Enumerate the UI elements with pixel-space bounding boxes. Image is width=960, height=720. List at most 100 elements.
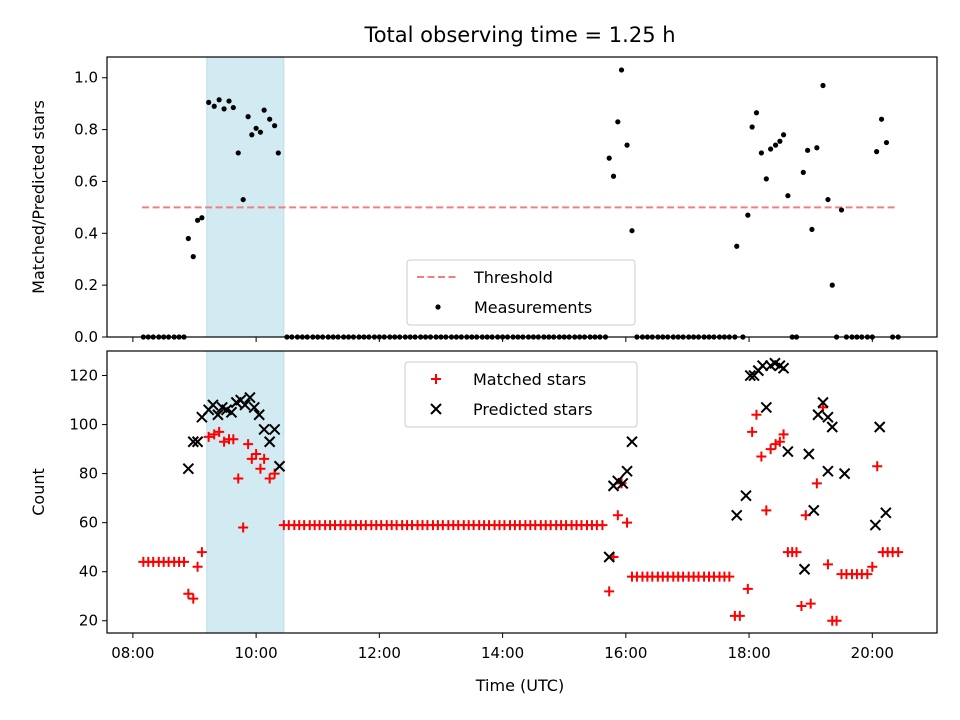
matched-star-point [255,463,266,474]
measurement-point [618,67,625,73]
matched-star-point [774,436,785,447]
measurement-point [249,132,255,138]
matched-star-point [264,473,275,484]
y-tick-label: 80 [79,465,98,483]
chart-title: Total observing time = 1.25 h [363,23,675,47]
matched-star-point [192,561,203,572]
matched-star-point [747,426,758,437]
y-axis-label: Matched/Predicted stars [29,100,48,294]
measurement-point [629,228,635,234]
x-tick-label: 08:00 [111,644,154,662]
x-axis-label: Time (UTC) [475,676,564,695]
predicted-star-point [822,411,834,423]
y-tick-label: 100 [69,416,98,434]
predicted-star-point [239,399,251,411]
measurement-point [267,116,273,122]
matched-star-point [196,547,207,558]
predicted-star-point [248,401,260,414]
matched-star-point [761,505,772,516]
measurement-point [734,243,740,249]
matched-star-point [831,615,842,626]
measurement-point [777,138,783,144]
measurement-point [749,124,755,130]
measurement-point [745,212,751,218]
matched-star-point [188,593,199,604]
matched-star-point [742,583,753,594]
matched-star-point [243,439,254,450]
predicted-star-point [817,396,829,409]
predicted-star-point [273,460,286,472]
predicted-star-point [207,399,219,411]
highlight-span [206,56,285,338]
legend-box [406,259,636,326]
measurement-point [800,169,806,175]
matched-star-point [259,453,270,464]
matched-star-point [251,448,262,459]
matched-star-point [756,451,767,462]
y-tick-label: 1.0 [74,69,98,87]
y-tick-label: 0.8 [74,121,98,139]
axes-frame [106,56,938,338]
measurement-point [240,196,246,203]
measurement-point [874,149,880,155]
x-tick-label: 18:00 [727,644,770,662]
matched-star-point [612,510,623,521]
legend-measurements-label: Measurements [474,298,592,317]
measurement-point [785,193,791,199]
predicted-star-point [826,421,838,433]
legend-matched-label: Matched stars [473,370,586,389]
matched-star-point [751,409,762,420]
measurement-point [216,97,222,103]
matched-star-point [765,444,776,455]
matched-star-point [796,601,807,612]
predicted-star-point [731,509,743,522]
measurement-point [194,217,201,223]
measurement-point [838,207,845,213]
matched-star-point [233,473,244,484]
predicted-star-point [603,551,615,563]
measurement-point [272,123,278,129]
matched-star-point [228,434,239,445]
measurement-point [275,150,281,156]
measurement-point [190,254,196,260]
measurement-point [257,129,264,135]
matched-star-point [872,461,883,472]
x-tick-label: 12:00 [358,644,401,662]
measurement-point [235,150,241,156]
predicted-star-point [182,462,195,475]
matched-star-point [604,586,615,597]
matched-star-point [822,559,833,570]
predicted-star-point [744,369,757,382]
predicted-star-point [777,362,790,374]
measurement-point [206,99,212,105]
predicted-star-point [803,448,815,460]
predicted-star-point [617,477,629,490]
predicted-star-point [268,423,281,436]
matched-star-point [724,571,735,582]
x-tick-label: 16:00 [604,644,647,662]
y-tick-label: 0.0 [74,328,98,346]
predicted-star-point [798,563,811,575]
predicted-star-point [838,467,851,480]
predicted-star-point [626,436,638,448]
matched-star-point [862,569,873,580]
predicted-star-point [191,436,204,448]
matched-star-point [805,598,816,609]
y-tick-label: 120 [69,367,98,385]
measurement-point [768,146,774,152]
measurement-point [772,142,779,148]
matched-star-point [597,520,608,531]
predicted-star-point [621,465,633,477]
legend-measurements-marker [435,304,441,310]
predicted-star-point [263,436,276,448]
highlight-span [206,350,285,634]
matched-star-point [778,429,789,440]
predicted-star-point [880,507,892,519]
matched-star-point [734,610,745,621]
y-tick-label: 0.2 [74,276,98,294]
x-tick-label: 10:00 [234,644,277,662]
measurement-point [758,150,764,156]
matched-star-point [622,517,633,528]
